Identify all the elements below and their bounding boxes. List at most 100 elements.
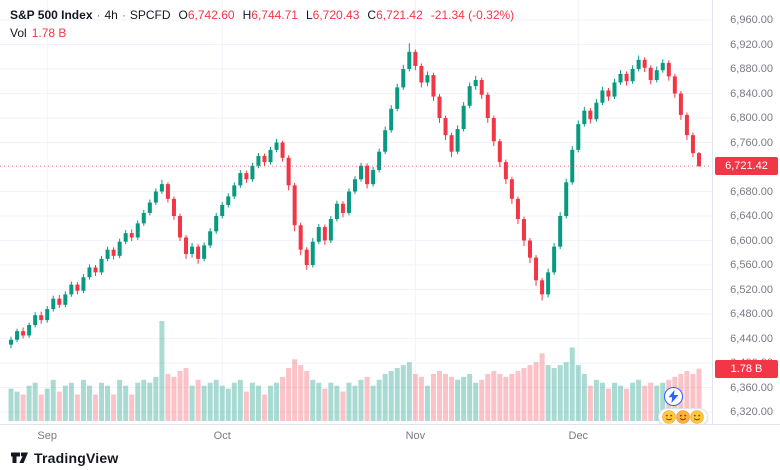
volume-bar [268, 385, 274, 421]
volume-bar [316, 382, 322, 421]
volume-bar [533, 362, 539, 421]
lightning-icon [668, 390, 679, 403]
volume-bar [225, 388, 231, 421]
volume-bar [123, 385, 129, 421]
candle-body [431, 75, 436, 97]
volume-bar [213, 379, 219, 421]
candle-body [612, 82, 617, 97]
volume-bar [624, 388, 630, 421]
volume-bar [593, 379, 599, 421]
candle-body [582, 110, 587, 125]
candle-body [117, 241, 122, 256]
volume-bar [286, 368, 292, 421]
candle-body [268, 149, 273, 163]
volume-bar [292, 359, 298, 421]
lightning-button[interactable] [664, 387, 683, 406]
volume-bar [231, 382, 237, 421]
candle-body [304, 249, 309, 265]
candle-body [214, 216, 219, 232]
volume-bar [159, 321, 165, 421]
price-axis-label: 6,840.00 [730, 87, 773, 100]
price-axis-label: 6,800.00 [730, 112, 773, 124]
candle-body [467, 86, 472, 106]
time-axis[interactable]: Sep Oct Nov Dec [0, 424, 780, 445]
price-axis-label: 6,600.00 [730, 234, 773, 247]
volume-bar [32, 382, 38, 421]
candle-body [509, 179, 514, 199]
volume-bar [648, 382, 654, 421]
candle-body [359, 165, 364, 180]
candle-body [93, 267, 98, 273]
price-axis-label: 6,320.00 [730, 406, 773, 418]
tradingview-logo-icon[interactable] [10, 448, 29, 467]
volume-bar [436, 371, 442, 421]
open-value: O6,742.60 [178, 8, 235, 22]
candle-body [425, 75, 430, 83]
candle-body [479, 80, 484, 95]
candle-body [123, 233, 128, 242]
volume-bar [165, 373, 171, 421]
volume-bar [612, 382, 617, 421]
volume-bar [129, 394, 135, 421]
candle-body [298, 225, 303, 250]
change-value: -21.34 (-0.32%) [430, 8, 515, 22]
candle-body [395, 87, 400, 109]
volume-bar [382, 373, 388, 421]
volume-bar [485, 373, 491, 421]
volume-bar [642, 385, 648, 421]
volume-bar [557, 365, 563, 421]
volume-bar [80, 379, 86, 421]
candle-body [105, 249, 110, 259]
candle-body [576, 124, 581, 150]
candle-body [636, 59, 641, 69]
candle-body [491, 118, 496, 142]
volume-bar [56, 391, 62, 421]
candle-body [165, 184, 170, 199]
candle-body [153, 191, 158, 203]
candle-body [69, 284, 74, 295]
candle-body [226, 196, 231, 205]
candle-body [365, 165, 370, 185]
volume-bar [545, 365, 551, 421]
volume-row: Vol 1.78 B [10, 25, 514, 42]
volume-bar [515, 371, 521, 421]
candle-body [262, 155, 267, 163]
price-axis-label: 6,480.00 [730, 308, 773, 320]
volume-bar [183, 368, 189, 421]
candle-body [389, 108, 394, 131]
volume-bar [400, 365, 406, 421]
volume-bar [117, 379, 123, 421]
candle-body [81, 277, 86, 291]
symbol-legend: S&P 500 Index · 4h · SPCFD O6,742.60 H6,744.71… [10, 7, 514, 43]
candle-body [515, 198, 520, 220]
candle-body [220, 204, 225, 216]
volume-bar [14, 391, 20, 421]
volume-bar [521, 368, 527, 421]
volume-bar [38, 394, 44, 421]
candlestick-chart[interactable] [0, 0, 712, 424]
interval-label[interactable]: 4h [104, 8, 118, 22]
candle-body [624, 73, 629, 82]
candle-body [340, 203, 345, 213]
volume-bar [195, 379, 201, 421]
candle-body [540, 280, 545, 295]
candle-body [660, 62, 665, 71]
candle-body [630, 69, 635, 82]
price-axis[interactable]: 6,721.42 1.78 B 6,960.00 6,920.00 6,880.00… [712, 0, 780, 424]
volume-bar [141, 379, 147, 421]
price-axis-label: 6,520.00 [730, 283, 773, 296]
legend-separator: · [96, 8, 101, 22]
candle-body [528, 240, 533, 258]
legend-separator: · [121, 8, 126, 22]
candle-body [9, 339, 14, 345]
candle-body [383, 130, 388, 152]
volume-bar [406, 362, 412, 421]
volume-value: 1.78 B [31, 26, 67, 41]
volume-bar [684, 371, 690, 421]
volume-bar [430, 373, 436, 421]
brand-name[interactable]: TradingView [34, 449, 119, 466]
volume-bar [581, 373, 587, 421]
candle-body [232, 185, 237, 197]
last-volume-badge: 1.78 B [715, 359, 778, 378]
symbol-name[interactable]: S&P 500 Index [10, 8, 93, 22]
